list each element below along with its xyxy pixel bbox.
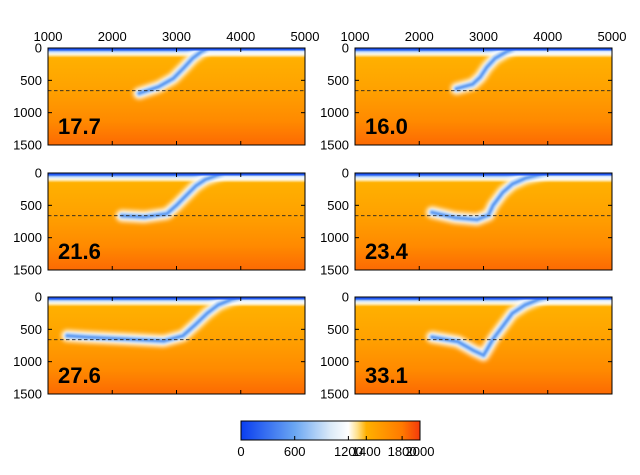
colorbar-tick-label: 600 (284, 444, 306, 459)
y-tick-label: 1500 (320, 387, 349, 402)
panel-label: 23.4 (365, 239, 409, 264)
colorbar-tick-label: 1200 (334, 444, 363, 459)
x-tick-label: 3000 (162, 29, 191, 44)
x-tick-label: 1000 (34, 29, 63, 44)
y-tick-label: 1000 (320, 105, 349, 120)
panel-3: 0 500 1000 1500 21.6 (13, 166, 306, 278)
panel-label: 33.1 (365, 363, 408, 388)
panel-1: 0 500 1000 1500 1000 2000 3000 4000 5000 17.7 (13, 29, 319, 153)
x-tick-label: 3000 (469, 29, 498, 44)
x-tick-label: 1000 (341, 29, 370, 44)
temperature-field (48, 173, 305, 270)
panel-2: 0 500 1000 1500 1000 2000 3000 4000 5000 16.0 (320, 29, 626, 153)
x-tick-label: 4000 (533, 29, 562, 44)
y-tick-label: 1000 (13, 354, 42, 369)
y-tick-label: 1000 (320, 354, 349, 369)
panel-4: 0 500 1000 1500 23.4 (320, 166, 613, 278)
x-tick-label: 4000 (226, 29, 255, 44)
panel-5: 0 500 1000 1500 27.6 (13, 290, 306, 402)
panel-label: 21.6 (58, 239, 101, 264)
y-tick-label: 1500 (13, 387, 42, 402)
y-tick-label: 0 (35, 290, 42, 305)
y-tick-label: 1500 (13, 263, 42, 278)
y-tick-label: 500 (327, 322, 349, 337)
y-tick-label: 0 (35, 41, 42, 56)
y-tick-label: 0 (342, 166, 349, 181)
colorbar-tick-label: 1400 (352, 444, 381, 459)
y-tick-label: 500 (20, 322, 42, 337)
panel-6: 0 500 1000 1500 33.1 (320, 290, 613, 402)
panel-label: 17.7 (58, 114, 101, 139)
y-tick-label: 500 (20, 198, 42, 213)
x-tick-label: 2000 (98, 29, 127, 44)
y-tick-label: 0 (342, 290, 349, 305)
x-tick-label: 5000 (291, 29, 320, 44)
colorbar-tick-label: 1800 (388, 444, 417, 459)
temperature-field (48, 48, 305, 145)
panel-label: 16.0 (365, 114, 408, 139)
y-tick-label: 500 (327, 73, 349, 88)
y-tick-label: 1500 (320, 138, 349, 153)
y-tick-label: 500 (327, 198, 349, 213)
colorbar-tick-label: 2000 (406, 444, 435, 459)
panel-label: 27.6 (58, 363, 101, 388)
y-tick-label: 1500 (320, 263, 349, 278)
y-tick-label: 1500 (13, 138, 42, 153)
y-tick-label: 0 (342, 41, 349, 56)
y-tick-label: 1000 (13, 230, 42, 245)
y-tick-label: 1000 (13, 105, 42, 120)
colorbar-tick-label: 0 (237, 444, 244, 459)
y-tick-label: 500 (20, 73, 42, 88)
x-tick-label: 2000 (405, 29, 434, 44)
y-tick-label: 0 (35, 166, 42, 181)
y-tick-label: 1000 (320, 230, 349, 245)
colorbar-gradient (240, 420, 421, 441)
x-tick-label: 5000 (598, 29, 627, 44)
temperature-field (48, 297, 305, 394)
